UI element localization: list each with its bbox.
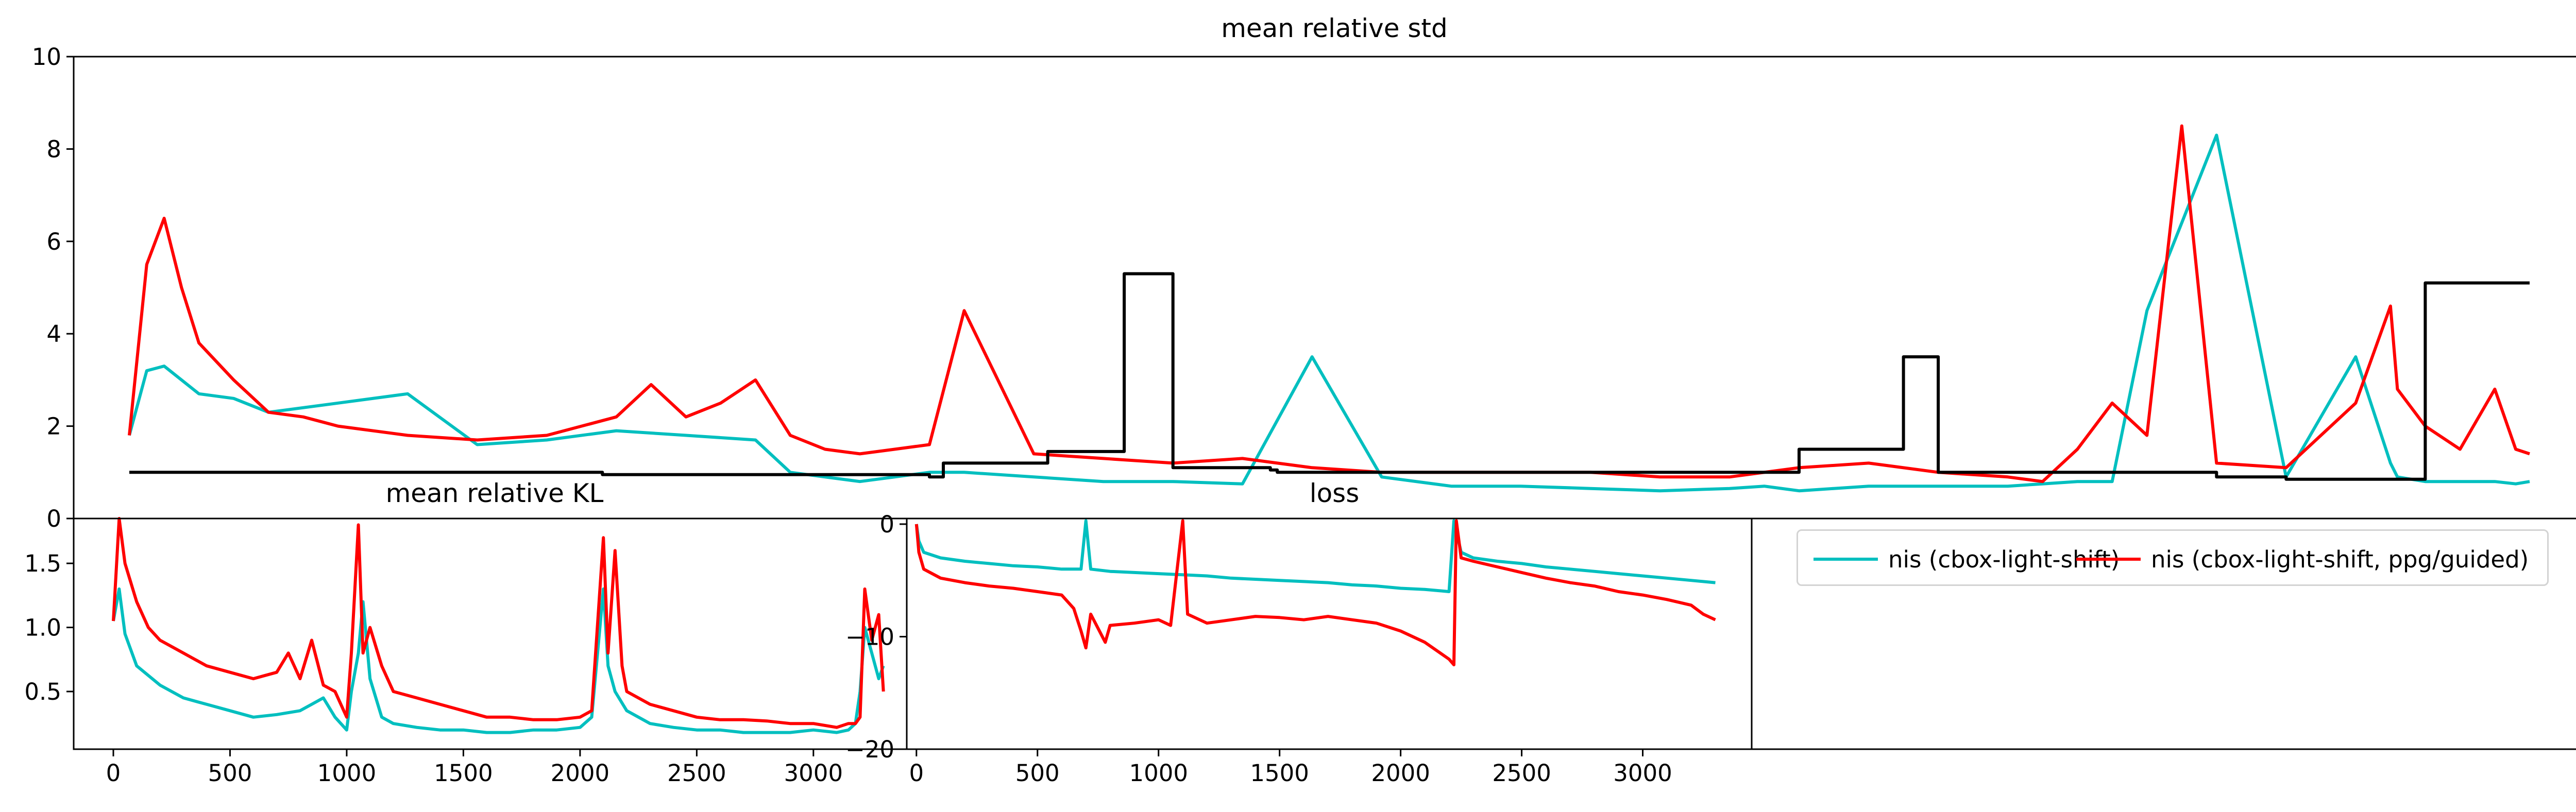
std-ytick-label-4: 8 (46, 135, 61, 163)
std-series-line-2 (129, 272, 2530, 481)
std-ytick-label-2: 4 (46, 320, 61, 348)
kl-xtick-label-4: 2000 (551, 759, 610, 787)
legend-swatch-cyan (1814, 558, 1878, 561)
loss-xtick-label-5: 2500 (1492, 759, 1551, 787)
loss-series-line-1 (914, 519, 1716, 667)
std-ytick-label-1: 2 (46, 413, 61, 440)
std-ytick-label-3: 6 (46, 228, 61, 255)
kl-series-line-1 (112, 517, 885, 729)
legend-label-red: nis (cbox-light-shift, ppg/guided) (2151, 545, 2529, 573)
loss-title: loss (1310, 478, 1360, 508)
kl-series (112, 517, 885, 734)
loss-series (914, 519, 1716, 667)
std-series-line-0 (128, 133, 2530, 493)
std-series-line-1 (128, 124, 2530, 483)
std-title: mean relative std (1221, 13, 1448, 43)
std-y-ticks: 0 2 4 6 8 10 (32, 43, 74, 532)
loss-axes: 0 −10 −20 0 500 1000 1500 2000 2500 3000 loss (845, 478, 1753, 787)
legend-entry-red: nis (cbox-light-shift, ppg/guided) (2076, 544, 2529, 575)
loss-series-line-0 (914, 519, 1716, 593)
legend-axes-frame (1751, 517, 2576, 750)
legend-swatch-red (2076, 558, 2141, 561)
kl-title: mean relative KL (386, 478, 604, 508)
std-ytick-label-5: 10 (32, 43, 61, 71)
kl-ytick-label-2: 1.5 (24, 550, 61, 577)
kl-xtick-label-6: 3000 (784, 759, 843, 787)
kl-ytick-label-1: 1.0 (24, 614, 61, 642)
loss-xtick-label-4: 2000 (1371, 759, 1430, 787)
kl-xtick-label-1: 500 (208, 759, 252, 787)
kl-xtick-label-2: 1000 (317, 759, 377, 787)
loss-ytick-label-2: −20 (845, 736, 894, 763)
std-frame (73, 56, 2576, 520)
loss-ytick-label-1: −10 (845, 623, 894, 650)
kl-axes: 0.5 1.0 1.5 0 500 1000 1500 2000 2500 3000 mean … (24, 478, 908, 787)
kl-series-line-0 (112, 587, 885, 734)
kl-xtick-label-5: 2500 (667, 759, 726, 787)
legend: nis (cbox-light-shift) nis (cbox-light-s… (1797, 529, 2549, 586)
legend-entry-cyan: nis (cbox-light-shift) (1814, 544, 2120, 575)
loss-x-ticks: 0 500 1000 1500 2000 2500 3000 (909, 749, 1672, 787)
std-ytick-label-0: 0 (46, 505, 61, 532)
std-axes: mean relative std 0 2 4 6 8 10 (32, 13, 2576, 532)
std-series (128, 124, 2530, 493)
kl-xtick-label-3: 1500 (434, 759, 493, 787)
loss-xtick-label-6: 3000 (1613, 759, 1672, 787)
loss-frame (906, 517, 1753, 750)
loss-ytick-label-0: 0 (879, 511, 894, 538)
loss-xtick-label-2: 1000 (1129, 759, 1188, 787)
loss-xtick-label-0: 0 (909, 759, 924, 787)
kl-xtick-label-0: 0 (106, 759, 121, 787)
loss-xtick-label-1: 500 (1015, 759, 1060, 787)
kl-x-ticks: 0 500 1000 1500 2000 2500 3000 (106, 749, 843, 787)
loss-y-ticks: 0 −10 −20 (845, 511, 907, 763)
kl-ytick-label-0: 0.5 (24, 678, 61, 705)
kl-frame (73, 517, 908, 750)
loss-xtick-label-3: 1500 (1250, 759, 1309, 787)
kl-y-ticks: 0.5 1.0 1.5 (24, 550, 74, 705)
